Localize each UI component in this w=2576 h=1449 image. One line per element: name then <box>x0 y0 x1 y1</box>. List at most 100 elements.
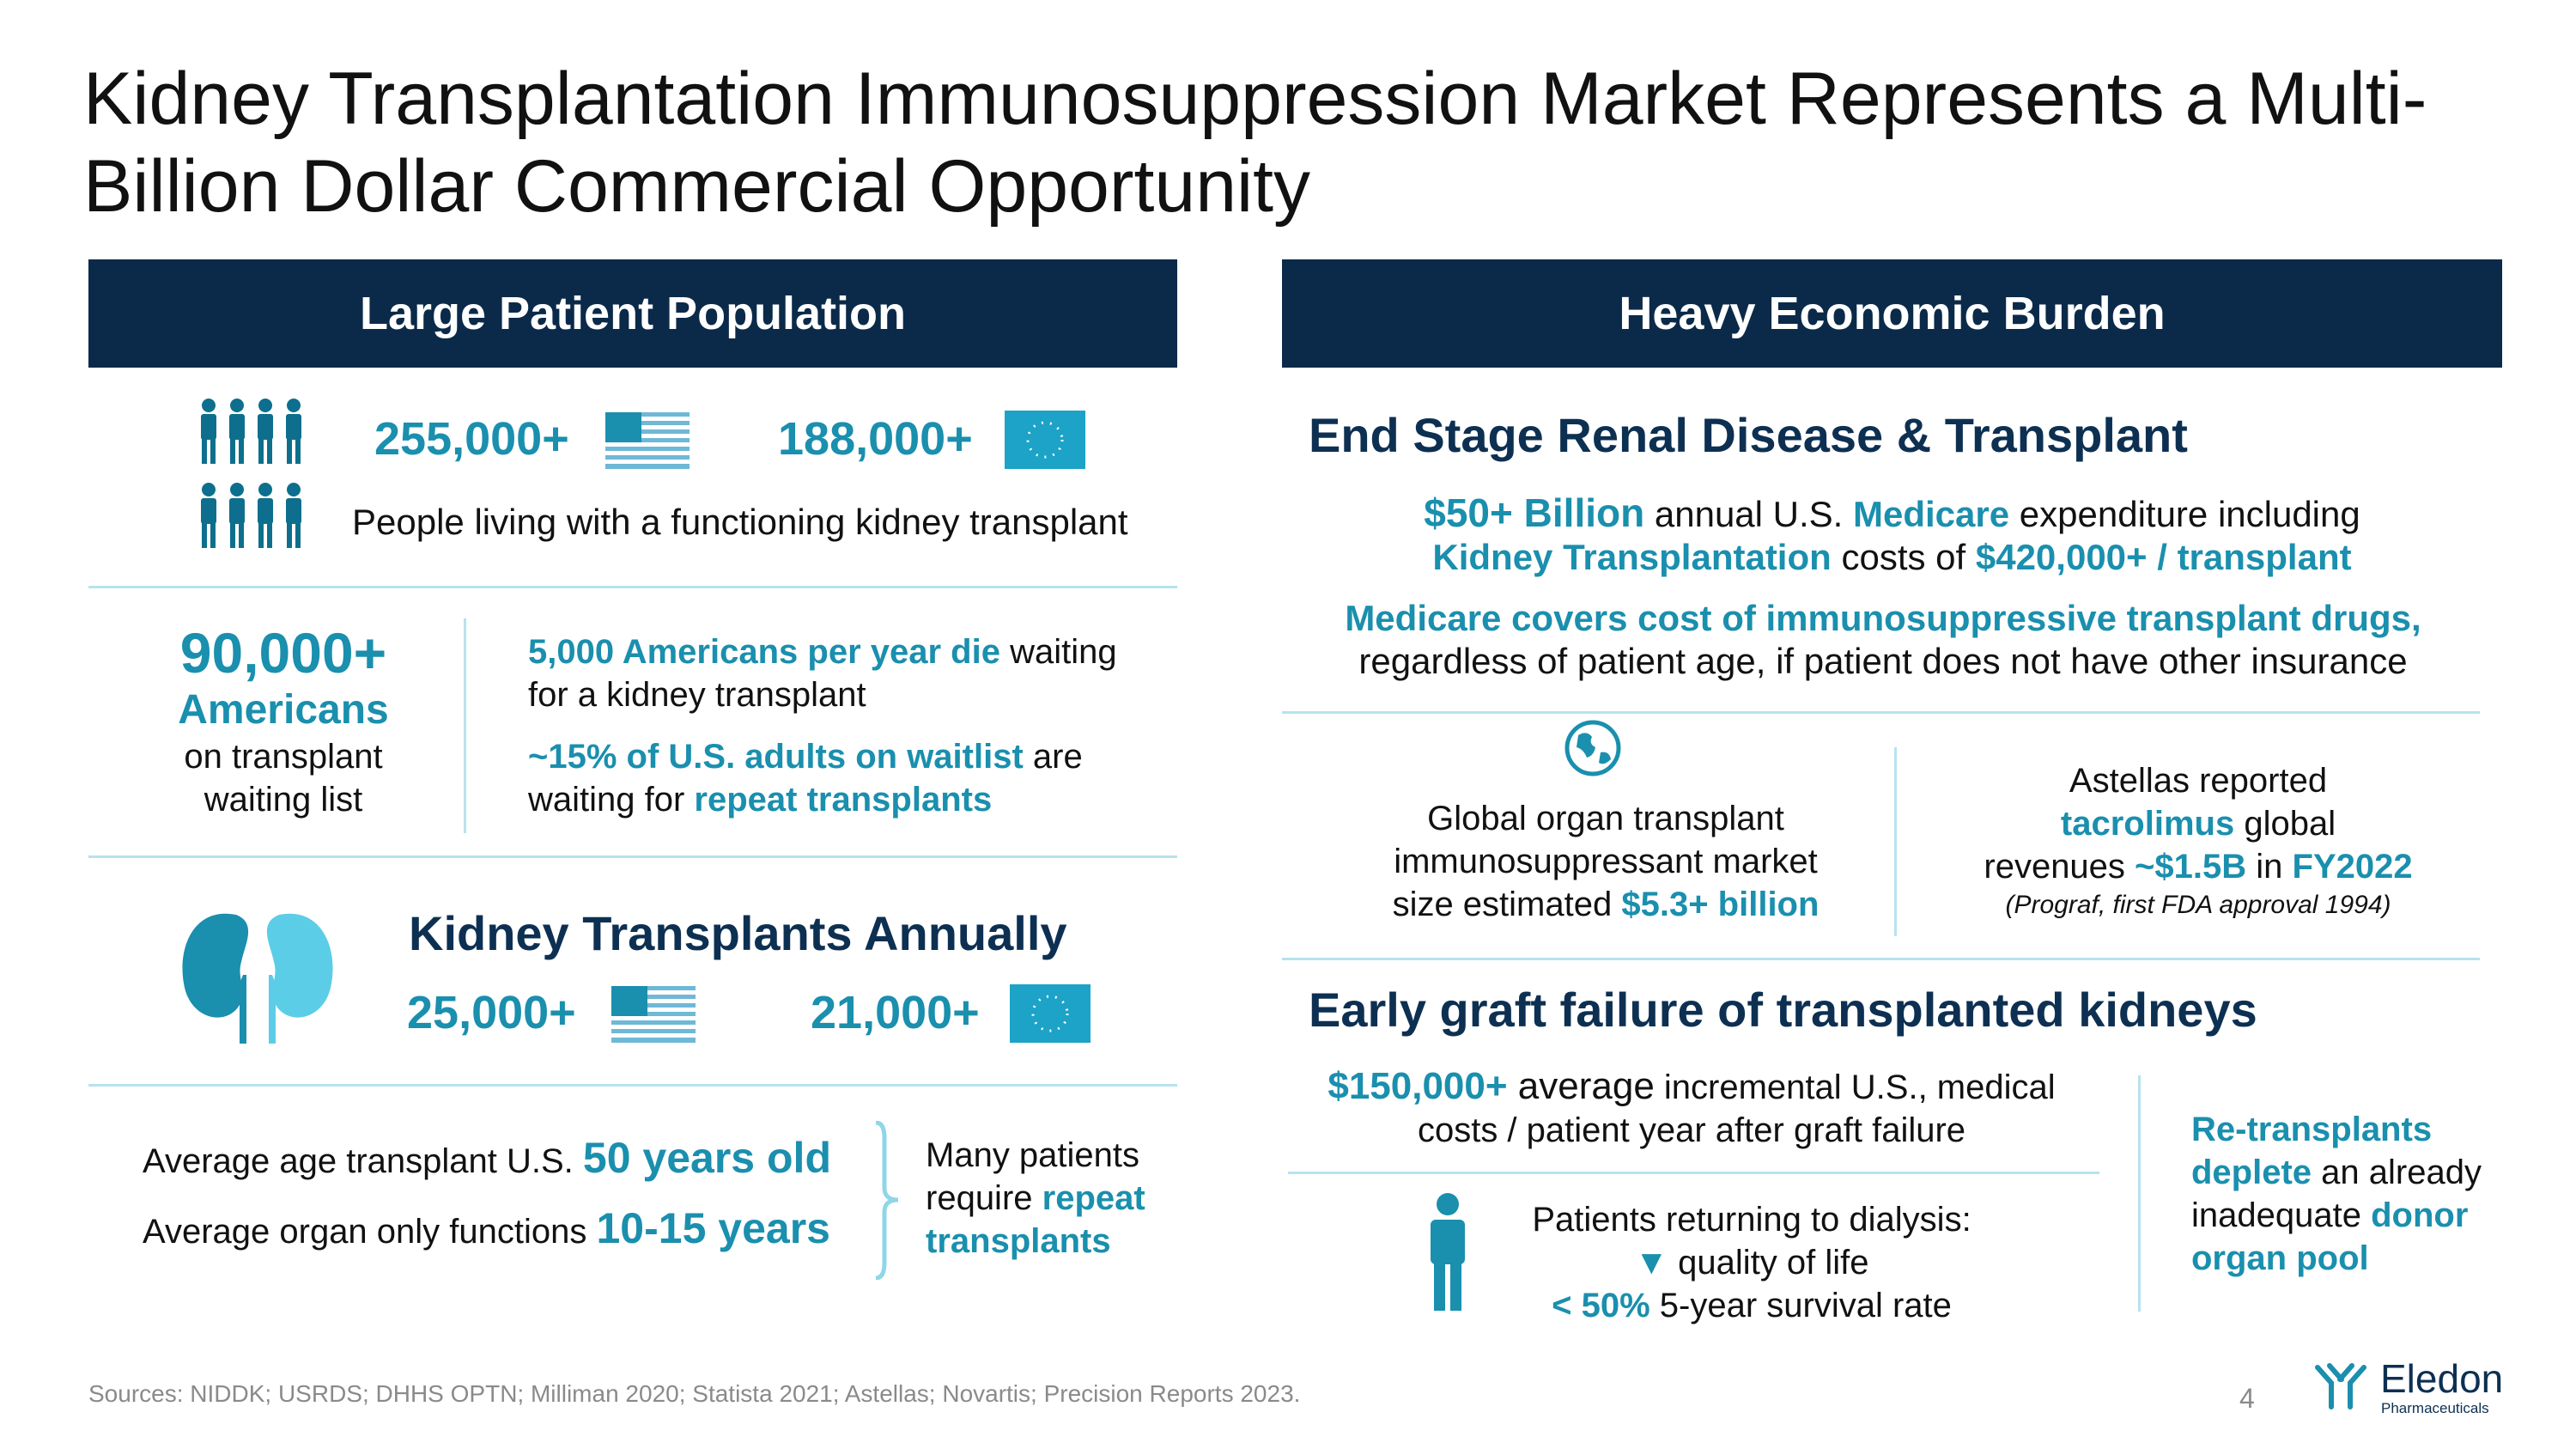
esrd-text: annual U.S. <box>1644 494 1854 534</box>
repeat-highlight: ~15% of U.S. adults on waitlist <box>528 738 1024 776</box>
page-title: Kidney Transplantation Immunosuppression… <box>83 58 2427 228</box>
page-number: 4 <box>2239 1383 2255 1414</box>
astellas-l3: revenues <box>1984 848 2136 886</box>
organ-function-label: Average organ only functions <box>143 1213 597 1251</box>
repeat-text: are <box>1023 738 1083 776</box>
graft-cost: $150,000+ average incremental U.S., medi… <box>1288 1065 2095 1152</box>
us-flag-icon <box>605 412 690 469</box>
repeat-note-3: transplants <box>926 1222 1111 1260</box>
global-market: Global organ transplant immunosuppressan… <box>1340 797 1872 926</box>
sources: Sources: NIDDK; USRDS; DHHS OPTN; Millim… <box>88 1380 1301 1407</box>
deplete-hl: deplete <box>2191 1154 2312 1191</box>
eledon-logo-icon <box>2315 1363 2366 1409</box>
waitlist-count: 90,000+ <box>179 621 387 685</box>
repeat-note-1: Many patients <box>926 1136 1140 1174</box>
globe-icon <box>1564 720 1621 776</box>
graft-cost-hl: $150,000+ <box>1327 1065 1508 1107</box>
logo-name: Eledon <box>2380 1356 2504 1401</box>
deaths-text-2: for a kidney transplant <box>528 676 866 714</box>
right-header: Heavy Economic Burden <box>1282 259 2502 368</box>
global-l1: Global organ transplant <box>1427 800 1784 837</box>
avg-age-row: Average age transplant U.S. 50 years old <box>143 1132 831 1187</box>
global-market-size: $5.3+ billion <box>1621 886 1820 923</box>
living-caption: People living with a functioning kidney … <box>352 502 1128 542</box>
coverage-text: regardless of patient age, if patient do… <box>1358 641 2408 681</box>
eu-flag-icon <box>1010 984 1091 1043</box>
divider <box>464 618 466 833</box>
astellas-revenue: Astellas reported tacrolimus global reve… <box>1915 759 2482 922</box>
dialysis-l1: Patients returning to dialysis: <box>1532 1201 1971 1239</box>
esrd-cost: $50+ Billion annual U.S. Medicare expend… <box>1282 491 2502 579</box>
divider <box>88 586 1177 588</box>
organ-function-value: 10-15 years <box>596 1204 830 1252</box>
eu-flag-icon <box>1005 411 1085 469</box>
dialysis-info: Patients returning to dialysis: ▼ qualit… <box>1494 1198 2009 1327</box>
graft-text: incremental U.S., medical <box>1654 1068 2056 1106</box>
divider <box>88 1084 1177 1087</box>
repeat-note-hl: repeat <box>1042 1179 1145 1217</box>
divider <box>2138 1075 2141 1312</box>
deaths-text: waiting <box>999 633 1117 671</box>
astellas-l1: Astellas reported <box>2069 762 2328 800</box>
coverage-hl: Medicare covers cost of immunosuppressiv… <box>1345 598 2421 638</box>
retransplant-l1: Re-transplants <box>2191 1111 2433 1148</box>
divider <box>1282 711 2480 714</box>
divider <box>1288 1172 2099 1174</box>
us-flag-icon <box>611 986 696 1043</box>
divider <box>88 855 1177 858</box>
repeat-highlight-2: repeat transplants <box>694 781 993 819</box>
living-us-count: 255,000+ <box>374 413 569 465</box>
logo-sub: Pharmaceuticals <box>2381 1400 2489 1416</box>
brace-icon <box>875 1121 899 1280</box>
kidneys-icon <box>182 913 333 1044</box>
people-group-icon <box>201 399 301 548</box>
annual-title: Kidney Transplants Annually <box>409 906 1067 960</box>
left-header: Large Patient Population <box>88 259 1177 368</box>
medicare-hl: Medicare <box>1853 494 2010 534</box>
graft-title: Early graft failure of transplanted kidn… <box>1309 983 2257 1037</box>
retransplant-l3: inadequate <box>2191 1196 2372 1234</box>
living-eu-count: 188,000+ <box>778 413 973 465</box>
retransplant-l2: an already <box>2312 1154 2482 1191</box>
retransplant-note: Re-transplants deplete an already inadeq… <box>2191 1108 2500 1280</box>
repeat-text-2: waiting for <box>528 781 695 819</box>
fy-hl: FY2022 <box>2292 848 2413 886</box>
esrd-text-2: expenditure including <box>2009 494 2360 534</box>
waitlist-sub1: on transplant <box>184 738 383 776</box>
avg-age-value: 50 years old <box>582 1134 831 1182</box>
waitlist-americans: Americans <box>178 687 389 733</box>
dialysis-l2: quality of life <box>1668 1244 1869 1282</box>
donor-hl: donor <box>2371 1196 2469 1234</box>
deaths-highlight: 5,000 Americans per year die <box>528 633 1000 671</box>
waitlist-sub2: waiting list <box>204 781 363 819</box>
esrd-text-3: costs of <box>1831 537 1976 577</box>
avg-age-label: Average age transplant U.S. <box>143 1142 583 1180</box>
dialysis-l3: 5-year survival rate <box>1649 1287 1952 1324</box>
transplant-cost: $420,000+ / transplant <box>1975 537 2352 577</box>
organ-function-row: Average organ only functions 10-15 years <box>143 1202 830 1257</box>
tacrolimus-hl: tacrolimus <box>2060 805 2235 843</box>
astellas-l2: global <box>2234 805 2336 843</box>
medicare-coverage: Medicare covers cost of immunosuppressiv… <box>1282 597 2484 683</box>
divider <box>1282 958 2480 960</box>
divider <box>1894 747 1897 936</box>
person-icon <box>1431 1193 1465 1311</box>
prograf-note: (Prograf, first FDA approval 1994) <box>2005 891 2391 919</box>
repeat-note-2: require <box>926 1179 1042 1217</box>
kt-hl: Kidney Transplantation <box>1432 537 1832 577</box>
graft-text-2: costs / patient year after graft failure <box>1417 1111 1966 1149</box>
esrd-title: End Stage Renal Disease & Transplant <box>1309 408 2188 462</box>
global-l2: immunosuppressant market <box>1394 843 1818 880</box>
astellas-l3b: in <box>2246 848 2293 886</box>
global-l3: size estimated <box>1392 886 1622 923</box>
repeat-note: Many patients require repeat transplants <box>926 1134 1145 1263</box>
medicare-amount: $50+ Billion <box>1424 490 1645 535</box>
waitlist-summary: 90,000+ Americans on transplant waiting … <box>155 620 412 821</box>
annual-us-count: 25,000+ <box>407 987 576 1038</box>
revenue-hl: ~$1.5B <box>2135 848 2247 886</box>
annual-eu-count: 21,000+ <box>811 987 980 1038</box>
graft-avg: average <box>1507 1065 1655 1107</box>
retransplant-l4: organ pool <box>2191 1239 2369 1277</box>
survival-hl: < 50% <box>1552 1287 1650 1324</box>
down-arrow-icon: ▼ <box>1634 1244 1669 1282</box>
